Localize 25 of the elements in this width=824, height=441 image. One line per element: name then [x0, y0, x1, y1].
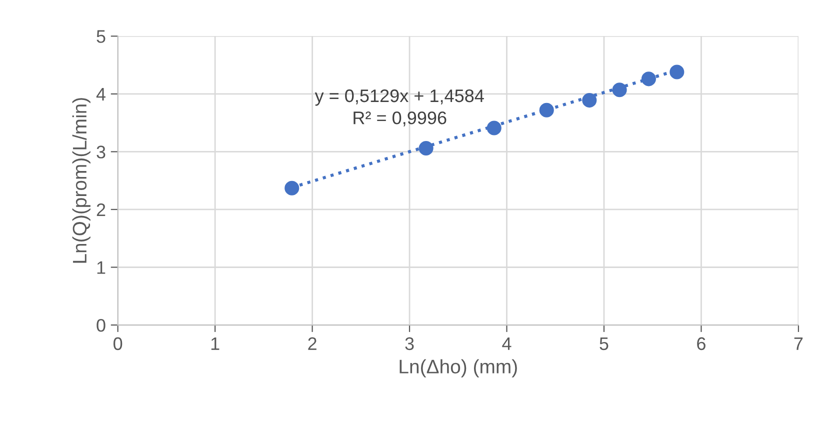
y-tick-label: 5	[96, 30, 106, 43]
annotation: y = 0,5129x + 1,4584 R² = 0,9996	[314, 89, 484, 126]
point	[284, 180, 300, 196]
x-tick-label: 4	[502, 337, 512, 350]
x-tick-label: 2	[308, 337, 316, 350]
point	[486, 120, 502, 136]
y-tick-label: 1	[97, 261, 106, 274]
point	[539, 102, 554, 118]
x-tick-label: 7	[794, 337, 803, 350]
point	[670, 64, 684, 80]
x-tick-label: 6	[697, 337, 706, 350]
point	[582, 93, 597, 108]
point	[612, 82, 627, 98]
y-tick-label: 4	[96, 88, 106, 100]
x-tick-label: 3	[405, 337, 414, 350]
x-tick-label: 1	[211, 337, 220, 350]
x-axis-title: Ln(Δho) (mm)	[400, 359, 517, 378]
y-tick-label: 3	[96, 146, 106, 158]
y-tick-label: 0	[96, 318, 106, 332]
point	[418, 140, 434, 156]
y-axis-title: Ln(Q)(prom)(L/min)	[72, 98, 90, 263]
x-tick-label: 5	[600, 337, 608, 350]
point	[641, 72, 656, 86]
x-tick-label: 0	[114, 337, 122, 350]
y-tick-label: 2	[96, 203, 106, 216]
